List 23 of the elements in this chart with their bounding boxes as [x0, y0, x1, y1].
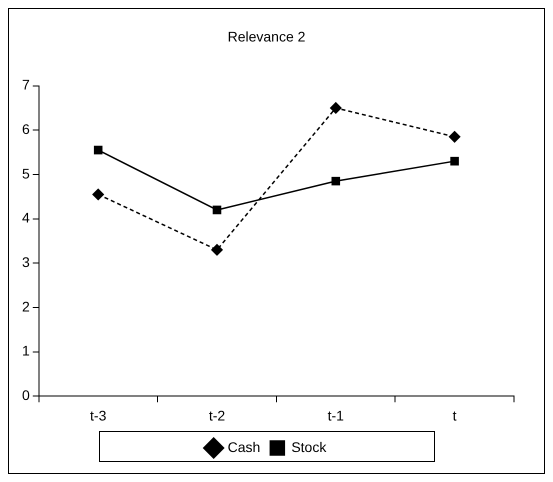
y-tick-label: 1	[22, 342, 30, 359]
y-tick-label: 7	[22, 76, 30, 93]
y-tick-label: 6	[22, 121, 30, 137]
point	[450, 156, 459, 166]
point	[332, 176, 340, 186]
x-tick-label: t-1	[328, 407, 344, 424]
y-tick-label: 2	[22, 298, 30, 314]
point	[448, 131, 460, 143]
chart-title: Relevance 2	[228, 28, 306, 44]
y-tick-label: 5	[22, 165, 30, 182]
x-tick-label: t-2	[208, 407, 226, 424]
legend-label: Cash	[228, 438, 260, 455]
point	[212, 206, 222, 214]
x-tick-label: t-3	[90, 407, 107, 424]
legend-label: Stock	[291, 438, 328, 455]
y-tick-label: 4	[22, 210, 30, 226]
point	[94, 146, 102, 154]
point	[330, 102, 342, 114]
point	[92, 188, 104, 200]
point	[211, 244, 223, 256]
y-tick-label: 3	[22, 254, 30, 270]
y-tick-label: 0	[22, 387, 30, 404]
x-tick-label: t	[452, 407, 457, 424]
